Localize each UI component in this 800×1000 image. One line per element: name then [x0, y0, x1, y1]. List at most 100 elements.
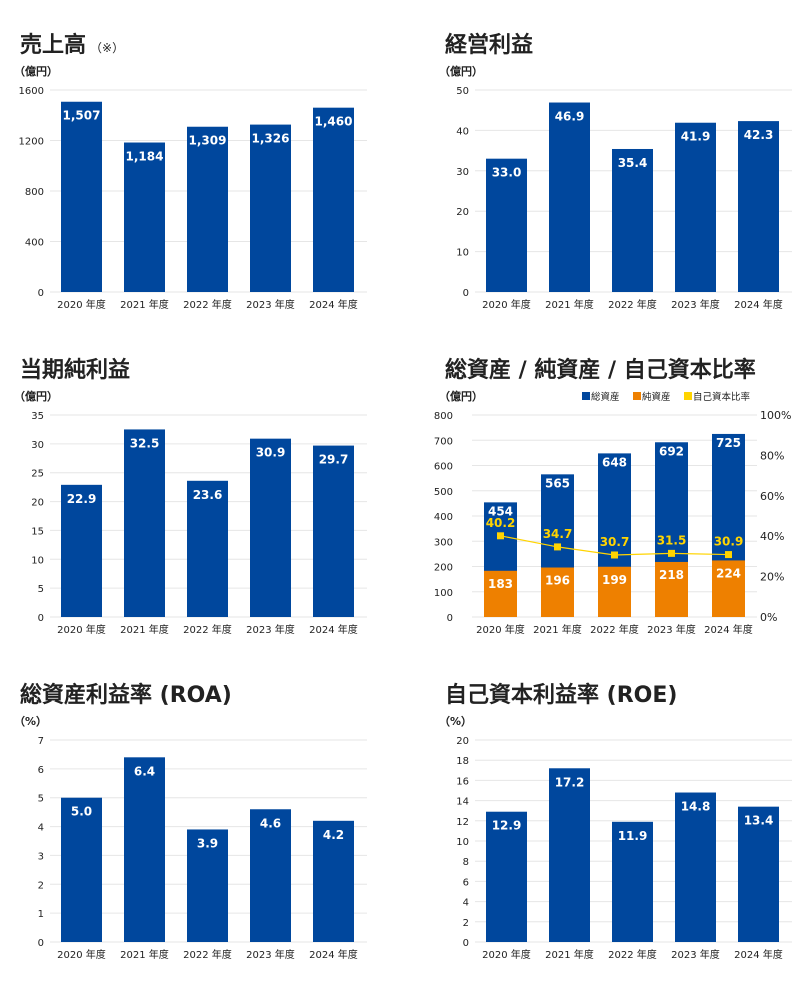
x-tick-label: 2022 年度	[590, 623, 639, 636]
bar-value-label: 6.4	[134, 764, 155, 778]
y-axis-unit: （億円）	[439, 389, 483, 403]
y-tick-label: 4	[38, 823, 44, 834]
title-note: （※）	[90, 41, 124, 55]
bar-value-label: 30.9	[256, 446, 286, 460]
y-tick-label: 50	[456, 86, 469, 97]
chart-svg: 総資産利益率 (ROA) （%） 0 1 2 3 4 5 6 7 2020 年度 2021 年度 202…	[14, 682, 367, 961]
bar-value-label: 32.5	[130, 436, 160, 450]
y-axis-unit: （億円）	[14, 64, 58, 78]
y-tick-label: 10	[31, 555, 44, 566]
chart-svg: 売上高 （※） （億円） 0 400 800 1200 1600 2020 年度 2021 年度 2…	[14, 32, 367, 311]
y-tick-label: 30	[456, 167, 469, 178]
bar	[124, 429, 165, 617]
legend-swatch	[582, 392, 590, 400]
x-tick-label: 2020 年度	[476, 623, 525, 636]
bar	[124, 757, 165, 942]
net-assets-label: 199	[602, 573, 627, 587]
total-assets-label: 454	[488, 504, 513, 518]
y-tick-label: 2	[38, 880, 44, 891]
bar-value-label: 23.6	[193, 488, 223, 502]
ratio-marker	[497, 532, 504, 540]
bar-value-label: 1,507	[63, 109, 101, 123]
bar	[187, 480, 228, 617]
y2-tick-label: 20%	[760, 571, 784, 584]
bar-value-label: 41.9	[681, 130, 711, 144]
y-tick-label: 5	[38, 584, 44, 595]
x-tick-label: 2020 年度	[482, 948, 531, 961]
y2-tick-label: 40%	[760, 530, 784, 543]
y2-tick-label: 0%	[760, 611, 777, 624]
bar	[486, 158, 527, 292]
bar	[61, 101, 102, 293]
bar	[313, 445, 354, 617]
bar-value-label: 29.7	[319, 453, 349, 467]
y2-tick-label: 100%	[760, 409, 791, 422]
total-assets-label: 648	[602, 455, 627, 469]
ratio-label: 40.2	[486, 516, 516, 530]
bar	[313, 820, 354, 942]
x-tick-label: 2020 年度	[57, 298, 106, 311]
bar-value-label: 3.9	[197, 836, 218, 850]
y-tick-label: 5	[38, 794, 44, 805]
legend-label: 純資産	[642, 391, 671, 403]
chart-svg: 自己資本利益率 (ROE) （%） 0 2 4 6 8 10 12 14 16 18 20 2020 年度…	[439, 682, 792, 961]
bar-value-label: 4.6	[260, 816, 281, 830]
bar	[187, 126, 228, 293]
bar	[675, 122, 716, 292]
bar-net-assets	[655, 561, 688, 617]
y-tick-label: 4	[463, 898, 469, 909]
y-tick-label: 0	[38, 938, 44, 949]
bar	[61, 797, 102, 942]
y-axis-unit: （%）	[14, 715, 47, 728]
y-tick-label: 10	[456, 248, 469, 259]
bar-value-label: 5.0	[71, 805, 92, 819]
y-tick-label: 800	[434, 411, 453, 422]
y-tick-label: 15	[31, 526, 44, 537]
ratio-label: 31.5	[657, 533, 687, 547]
chart-title: 総資産利益率 (ROA)	[20, 682, 232, 708]
y-tick-label: 800	[25, 187, 44, 198]
y2-tick-label: 80%	[760, 449, 784, 462]
bar-net-assets	[484, 570, 517, 617]
y-axis-unit: （億円）	[439, 64, 483, 78]
x-tick-label: 2023 年度	[246, 948, 295, 961]
chart-svg: 当期純利益 （億円） 0 5 10 15 20 25 30 35 2020 年度 2021 年度 202…	[14, 357, 367, 636]
x-tick-label: 2023 年度	[647, 623, 696, 636]
y-tick-label: 500	[434, 487, 453, 498]
chart-sales: 売上高 （※） （億円） 0 400 800 1200 1600 2020 年度 2021 年度 2…	[0, 20, 400, 340]
total-assets-label: 725	[716, 436, 741, 450]
y-tick-label: 30	[31, 440, 44, 451]
y-tick-label: 200	[434, 563, 453, 574]
bar	[250, 124, 291, 292]
y-tick-label: 600	[434, 462, 453, 473]
x-tick-label: 2020 年度	[482, 298, 531, 311]
x-tick-label: 2024 年度	[704, 623, 753, 636]
y-axis-unit: （%）	[439, 715, 472, 728]
y-tick-label: 300	[434, 537, 453, 548]
bar	[486, 811, 527, 942]
x-tick-label: 2022 年度	[608, 948, 657, 961]
x-tick-label: 2022 年度	[183, 298, 232, 311]
legend-swatch	[633, 392, 641, 400]
bar	[124, 142, 165, 292]
y-tick-label: 6	[463, 877, 469, 888]
chart-roa: 総資産利益率 (ROA) （%） 0 1 2 3 4 5 6 7 2020 年度 2021 年度 202…	[0, 670, 400, 990]
y-axis-unit: （億円）	[14, 389, 58, 403]
total-assets-label: 565	[545, 476, 570, 490]
bar-net-assets	[712, 560, 745, 617]
bar-value-label: 35.4	[618, 156, 648, 170]
y2-tick-label: 60%	[760, 490, 784, 503]
bar	[549, 768, 590, 942]
bar-value-label: 13.4	[744, 814, 774, 828]
bar	[250, 809, 291, 942]
net-assets-label: 183	[488, 577, 513, 591]
net-assets-label: 224	[716, 566, 741, 580]
x-tick-label: 2021 年度	[120, 948, 169, 961]
x-tick-label: 2024 年度	[734, 948, 783, 961]
y-tick-label: 10	[456, 837, 469, 848]
bar-value-label: 4.2	[323, 828, 344, 842]
chart-title: 総資産 / 純資産 / 自己資本比率	[445, 357, 756, 383]
y-tick-label: 20	[31, 498, 44, 509]
y-tick-label: 100	[434, 588, 453, 599]
